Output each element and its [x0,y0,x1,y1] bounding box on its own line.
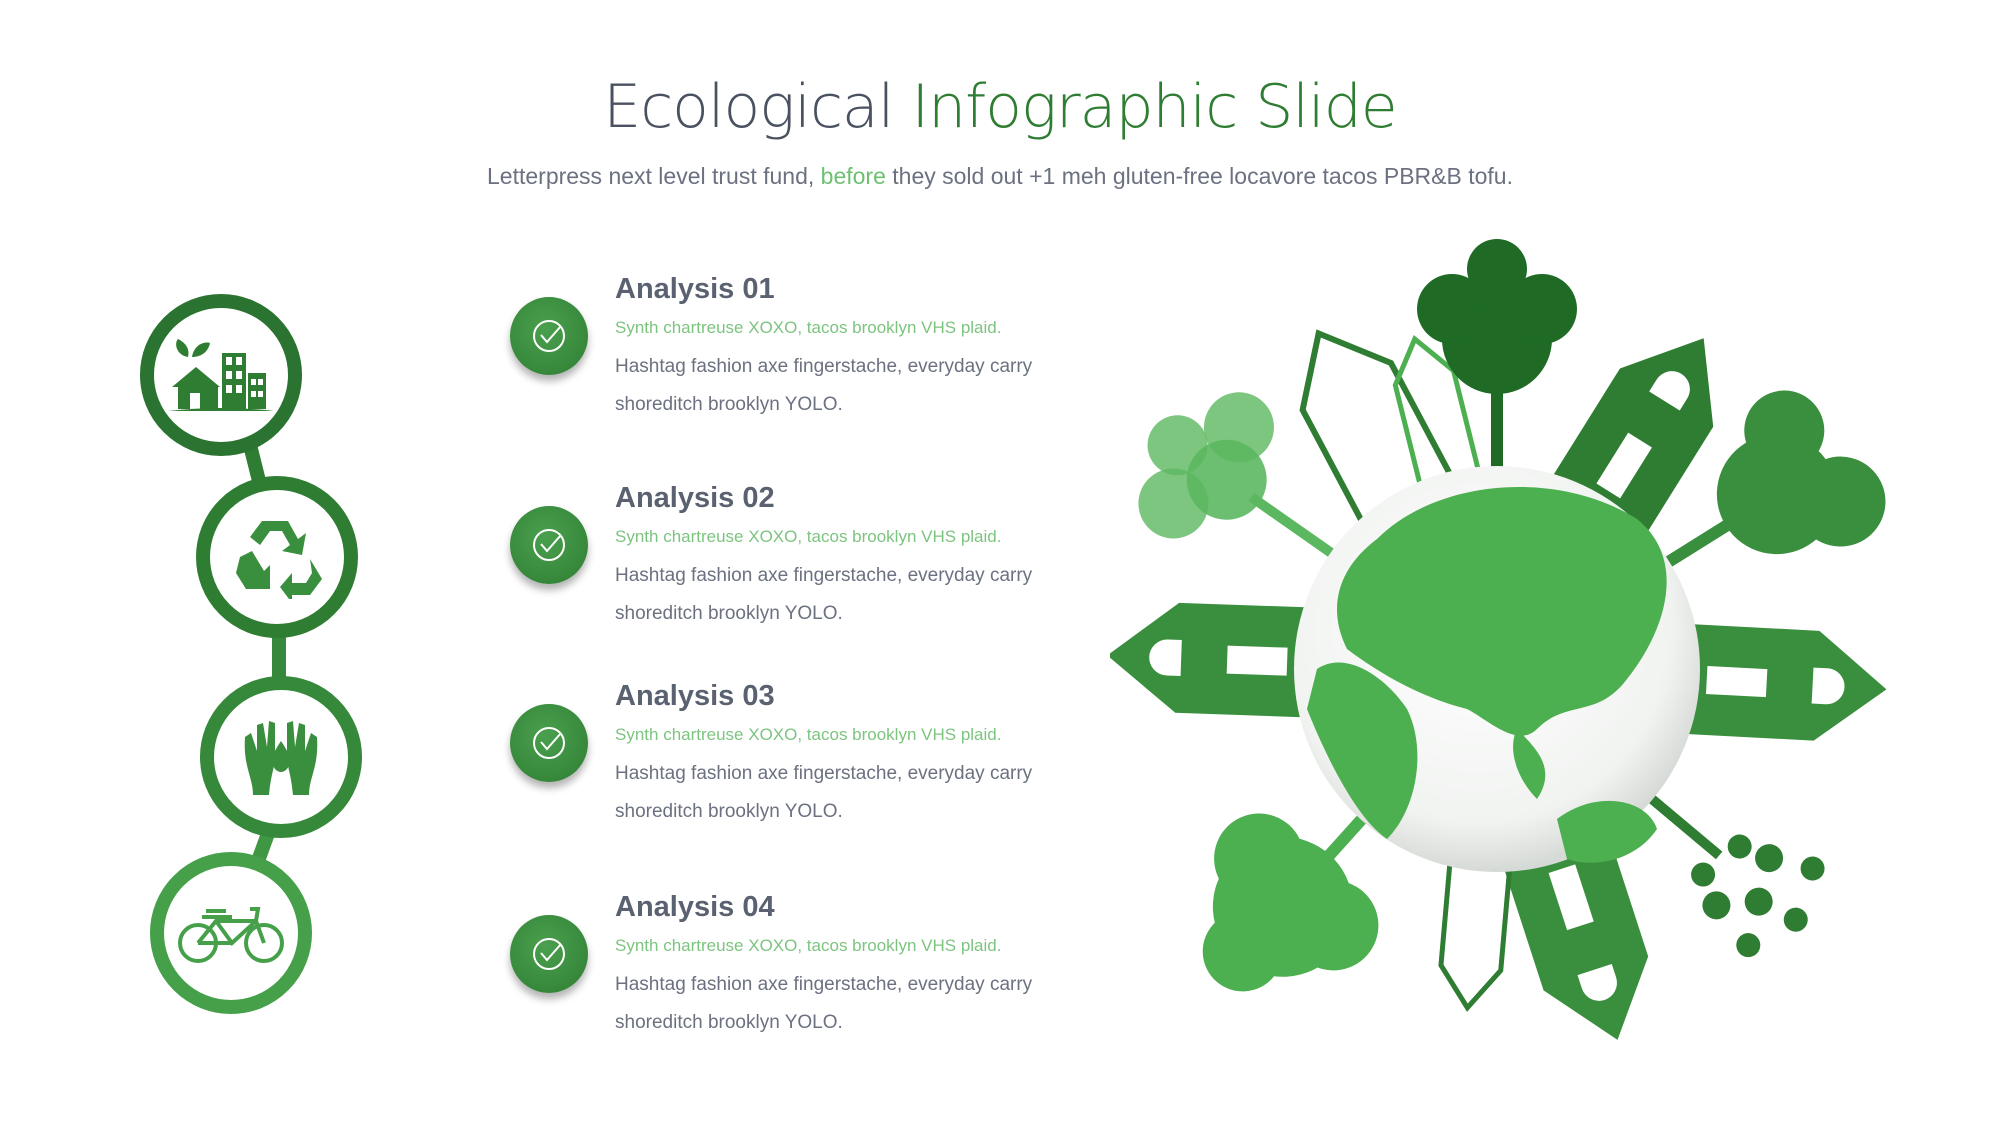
timeline-connector [272,625,286,685]
continents [1307,486,1667,863]
bicycle-icon [178,907,284,963]
analysis-item-04: Analysis 04 Synth chartreuse XOXO, tacos… [615,891,1035,1042]
check-circle-icon [533,320,565,352]
analysis-item-02: Analysis 02 Synth chartreuse XOXO, tacos… [615,482,1035,633]
eco-house-buildings-icon [168,339,274,411]
timeline-ring-recycle [196,476,358,638]
tree-top [1417,239,1577,479]
item-tagline: Synth chartreuse XOXO, tacos brooklyn VH… [615,725,1002,744]
recycle-icon [236,521,322,599]
item-body: Hashtag fashion axe fingerstache, everyd… [615,356,1033,415]
item-tagline: Synth chartreuse XOXO, tacos brooklyn VH… [615,936,1002,955]
analysis-item-03: Analysis 03 Synth chartreuse XOXO, tacos… [615,680,1035,831]
check-button-01[interactable] [510,297,588,375]
item-title: Analysis 01 [615,273,775,305]
check-button-03[interactable] [510,704,588,782]
check-circle-icon [533,727,565,759]
check-circle-icon [533,938,565,970]
check-button-04[interactable] [510,915,588,993]
tree-lower-left [1202,798,1382,992]
item-title: Analysis 03 [615,680,775,712]
item-body: Hashtag fashion axe fingerstache, everyd… [615,974,1033,1033]
check-button-02[interactable] [510,506,588,584]
eco-globe-illustration [1110,239,1890,1050]
timeline-ring-hands [200,676,362,838]
timeline-ring-bicycle [150,852,312,1014]
item-tagline: Synth chartreuse XOXO, tacos brooklyn VH… [615,318,1002,337]
hands-water-drop-icon [244,721,318,795]
tree-upper-left [1138,392,1353,570]
analysis-item-01: Analysis 01 Synth chartreuse XOXO, tacos… [615,273,1035,424]
check-circle-icon [533,529,565,561]
page-title: Ecological Infographic Slide [603,72,1397,142]
page-subtitle: Letterpress next level trust fund, befor… [487,163,1513,189]
item-tagline: Synth chartreuse XOXO, tacos brooklyn VH… [615,527,1002,546]
tree-upper-right [1646,390,1886,579]
item-body: Hashtag fashion axe fingerstache, everyd… [615,565,1033,624]
item-title: Analysis 04 [615,891,775,923]
item-title: Analysis 02 [615,482,775,514]
timeline-ring-eco-house [140,294,302,456]
item-body: Hashtag fashion axe fingerstache, everyd… [615,763,1033,822]
tree-lower-right [1631,780,1825,958]
